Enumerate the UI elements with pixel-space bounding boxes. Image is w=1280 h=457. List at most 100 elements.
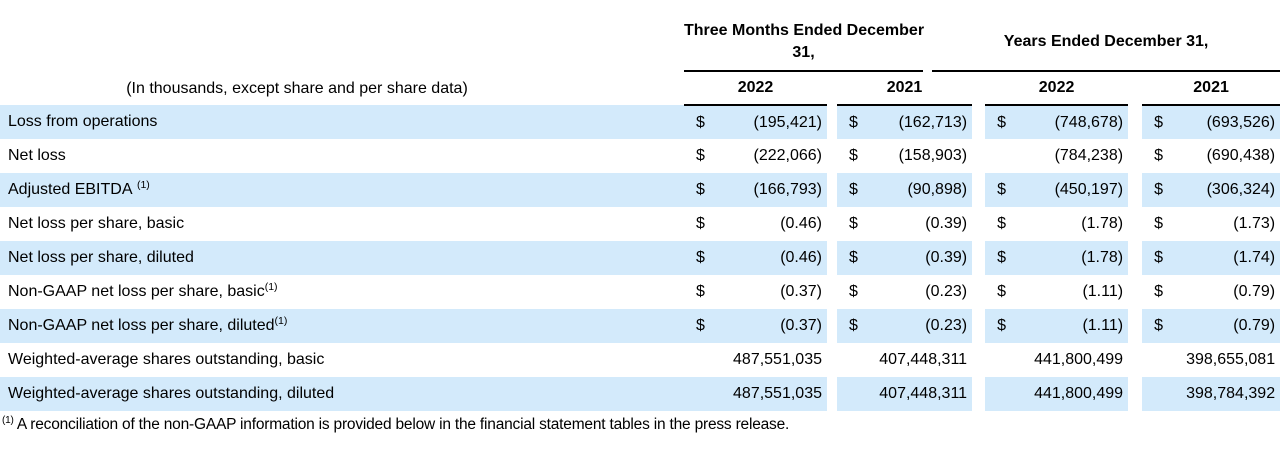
amount-cell: 487,551,035	[733, 351, 822, 368]
table-row: Net loss per share, diluted $ (0.46) $ (0.39…	[0, 241, 1280, 275]
column-gutter	[972, 241, 985, 275]
column-gutter	[827, 72, 837, 105]
table-row: Weighted-average shares outstanding, bas…	[0, 343, 1280, 377]
row-label: Weighted-average shares outstanding, bas…	[0, 343, 684, 377]
amount-cell: (0.37)	[780, 283, 822, 300]
currency-symbol: $	[696, 147, 705, 164]
column-gutter	[972, 173, 985, 207]
column-gutter	[827, 309, 837, 343]
amount-cell: 487,551,035	[712, 377, 827, 411]
amount-cell: (450,197)	[1013, 173, 1129, 207]
amount-cell: 407,448,311	[865, 377, 973, 411]
currency-symbol: $	[1142, 309, 1171, 343]
amount-cell: (0.79)	[1170, 309, 1280, 343]
footnote-ref: (1)	[136, 179, 150, 191]
period-header-years: Years Ended December 31,	[932, 4, 1280, 72]
column-gutter	[827, 207, 837, 241]
column-gutter	[1128, 207, 1142, 241]
year-column-header: 2022	[985, 72, 1129, 106]
table-row: Net loss $ (222,066) $ (158,903) (784,238) $ (6…	[0, 139, 1280, 173]
column-gutter	[1128, 72, 1142, 105]
year-column-header: 2021	[1142, 72, 1280, 106]
column-gutter	[827, 275, 837, 309]
amount-cell: (0.79)	[1233, 283, 1276, 300]
amount-cell: 407,448,311	[879, 351, 968, 368]
row-label-text: Net loss per share, basic	[8, 215, 185, 232]
column-gutter	[972, 207, 985, 241]
period-header-row: Three Months Ended December 31, Years End…	[0, 0, 1280, 72]
currency-symbol: $	[1154, 283, 1163, 300]
amount-cell: (306,324)	[1170, 173, 1280, 207]
currency-symbol: $	[684, 173, 712, 207]
period-header-three-months: Three Months Ended December 31,	[684, 4, 924, 72]
currency-symbol: $	[849, 215, 858, 232]
currency-symbol	[985, 377, 1014, 411]
currency-symbol: $	[985, 241, 1014, 275]
row-label: Net loss	[0, 139, 684, 173]
currency-symbol: $	[1142, 173, 1171, 207]
row-label: Non-GAAP net loss per share, basic(1)	[0, 275, 684, 309]
column-gutter	[972, 72, 985, 105]
period-header-cell: Three Months Ended December 31,	[684, 0, 972, 72]
table-row: Net loss per share, basic $ (0.46) $ (0.39) $…	[0, 207, 1280, 241]
amount-cell: (0.23)	[865, 309, 973, 343]
year-header-row: (In thousands, except share and per shar…	[0, 72, 1280, 106]
currency-symbol: $	[696, 215, 705, 232]
currency-symbol: $	[684, 241, 712, 275]
currency-symbol: $	[849, 147, 858, 164]
amount-cell: (1.73)	[1233, 215, 1276, 232]
amount-cell: (0.46)	[712, 241, 827, 275]
amount-cell: (1.78)	[1081, 215, 1124, 232]
column-gutter	[1128, 139, 1142, 173]
currency-symbol	[837, 377, 865, 411]
row-label: Loss from operations	[0, 105, 684, 139]
table-row: Loss from operations $ (195,421) $ (162,713)…	[0, 105, 1280, 139]
currency-symbol: $	[997, 215, 1006, 232]
row-label-text: Non-GAAP net loss per share, basic	[8, 283, 265, 300]
row-label: Adjusted EBITDA (1)	[0, 173, 684, 207]
currency-symbol: $	[1142, 105, 1171, 139]
currency-symbol: $	[997, 283, 1006, 300]
currency-symbol	[985, 139, 1013, 173]
column-gutter	[827, 377, 837, 411]
amount-cell: (0.46)	[780, 215, 822, 232]
column-gutter	[972, 139, 985, 173]
currency-symbol: $	[1154, 215, 1163, 232]
footnote-ref: (1)	[274, 315, 288, 327]
currency-symbol: $	[837, 241, 865, 275]
column-gutter	[827, 139, 837, 173]
row-label: Non-GAAP net loss per share, diluted(1)	[0, 309, 684, 343]
row-label: Net loss per share, diluted	[0, 241, 684, 275]
column-gutter	[827, 241, 837, 275]
amount-cell: 398,784,392	[1170, 377, 1280, 411]
row-label: Net loss per share, basic	[0, 207, 684, 241]
column-gutter	[827, 173, 837, 207]
currency-symbol: $	[684, 309, 712, 343]
currency-symbol: $	[837, 105, 865, 139]
currency-symbol: $	[684, 105, 712, 139]
amount-cell: 398,655,081	[1186, 351, 1276, 368]
footnote-marker: (1)	[2, 415, 14, 426]
column-gutter	[972, 343, 985, 377]
column-gutter	[1128, 275, 1142, 309]
amount-cell: (0.23)	[925, 283, 968, 300]
amount-cell: (690,438)	[1206, 147, 1276, 164]
footnote-text: A reconciliation of the non-GAAP informa…	[16, 416, 790, 433]
amount-cell: 441,800,499	[1013, 377, 1129, 411]
row-label-text: Weighted-average shares outstanding, dil…	[8, 385, 335, 402]
row-label-text: Net loss per share, diluted	[8, 249, 194, 266]
header-spacer	[0, 0, 684, 72]
currency-symbol: $	[837, 173, 865, 207]
period-header-cell: Years Ended December 31,	[932, 0, 1280, 72]
financial-table-body: Loss from operations $ (195,421) $ (162,713)…	[0, 105, 1280, 411]
amount-cell: (0.37)	[712, 309, 827, 343]
amount-cell: (0.39)	[925, 215, 968, 232]
amount-cell: (158,903)	[898, 147, 968, 164]
financial-table: Three Months Ended December 31, Years End…	[0, 0, 1280, 411]
row-label-text: Loss from operations	[8, 113, 158, 130]
currency-symbol	[985, 343, 1013, 377]
amount-cell: (693,526)	[1170, 105, 1280, 139]
amount-cell: (166,793)	[712, 173, 827, 207]
period-title-line: Years Ended December 31,	[1003, 33, 1209, 50]
currency-symbol	[684, 343, 712, 377]
